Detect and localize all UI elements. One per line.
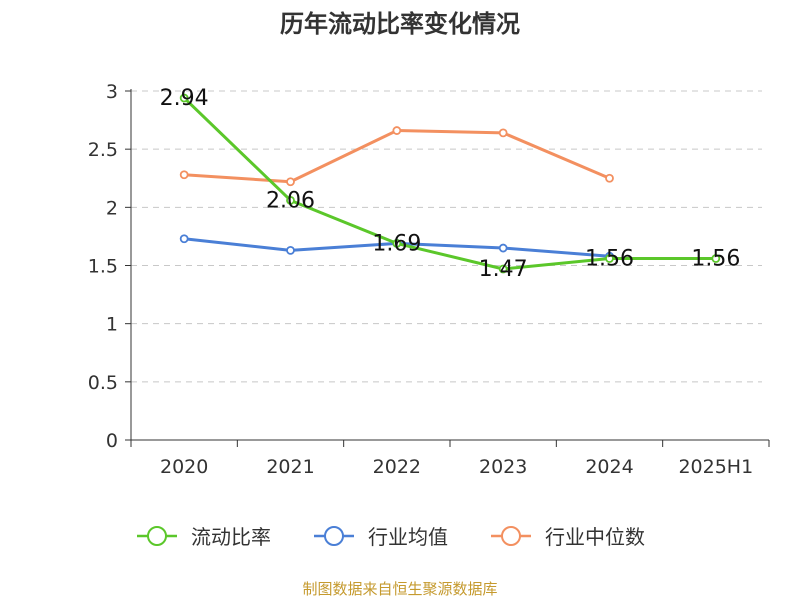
grid-lines	[131, 90, 762, 383]
y-tick-label: 2	[106, 197, 118, 219]
y-tick-label: 0	[106, 430, 118, 452]
x-tick-label: 2022	[373, 456, 421, 478]
legend-marker	[324, 526, 344, 546]
legend: 流动比率 行业均值 行业中位数	[137, 525, 645, 549]
y-tick-label: 3	[106, 81, 118, 103]
data-point	[286, 245, 295, 255]
data-point	[498, 128, 508, 138]
data-labels: 2.94 2.06 1.69 1.47 1.56 1.56	[160, 86, 741, 282]
data-point	[179, 93, 189, 103]
legend-label: 流动比率	[191, 525, 271, 549]
data-label: 1.56	[585, 247, 634, 272]
series-line	[183, 96, 716, 271]
x-tick-label: 2023	[479, 456, 527, 478]
source-note: 制图数据来自恒生聚源数据库	[302, 580, 498, 598]
legend-marker	[147, 526, 167, 546]
data-point	[711, 254, 721, 263]
x-tick-label: 2021	[266, 456, 314, 478]
data-point	[286, 195, 295, 205]
data-point	[179, 170, 189, 180]
data-point	[286, 177, 295, 187]
data-point	[392, 238, 402, 248]
y-tick-label: 1.5	[88, 256, 118, 278]
legend-marker	[501, 526, 521, 546]
axes: 0 0.5 1 1.5 2 2.5 3 2020 2021 2022 2023 2024 2025H1	[88, 81, 770, 478]
data-label: 1.47	[479, 257, 528, 282]
series-line	[184, 129, 611, 184]
data-point	[605, 254, 614, 263]
data-point	[498, 264, 508, 274]
data-point	[392, 126, 402, 135]
series-lines	[179, 93, 721, 274]
data-point	[179, 234, 189, 244]
y-tick-label: 0.5	[88, 372, 118, 394]
x-tick-label: 2025H1	[678, 456, 753, 478]
chart-title: 历年流动比率变化情况	[280, 10, 520, 38]
x-tick-label: 2024	[585, 456, 633, 478]
data-label: 1.56	[691, 247, 740, 272]
legend-label: 行业均值	[368, 525, 448, 549]
legend-label: 行业中位数	[545, 525, 645, 549]
data-label: 2.06	[266, 188, 315, 213]
x-tick-label: 2020	[160, 456, 208, 478]
data-label: 1.69	[372, 231, 421, 256]
data-point	[605, 173, 614, 183]
data-point	[498, 243, 508, 253]
data-label: 2.94	[160, 86, 209, 111]
y-tick-label: 2.5	[88, 139, 118, 161]
y-tick-label: 1	[106, 314, 118, 336]
